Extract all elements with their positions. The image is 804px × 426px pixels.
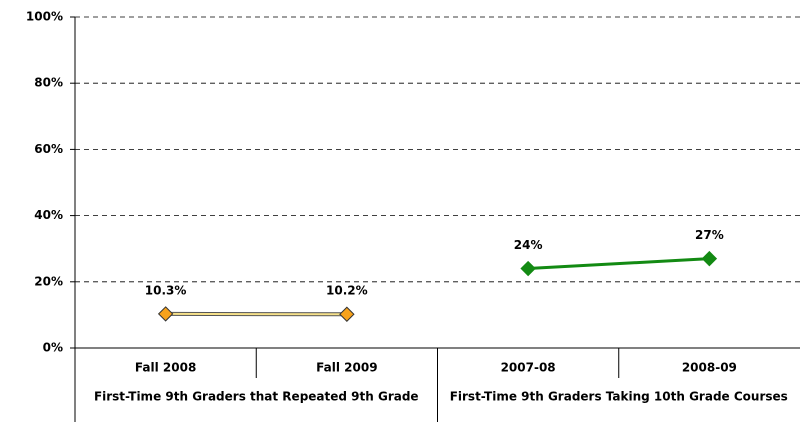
y-tick-label: 60% xyxy=(34,142,63,156)
x-tick-label: 2008-09 xyxy=(682,361,737,375)
marker xyxy=(521,262,535,276)
y-tick-label: 40% xyxy=(34,208,63,222)
line xyxy=(528,259,709,269)
y-tick-label: 80% xyxy=(34,76,63,90)
y-tick-label: 0% xyxy=(43,341,63,355)
y-tick-label: 100% xyxy=(26,10,63,24)
marker xyxy=(159,307,173,321)
marker xyxy=(340,307,354,321)
data-label: 10.2% xyxy=(326,284,368,298)
x-tick-label: Fall 2008 xyxy=(135,361,196,375)
group-label: First-Time 9th Graders that Repeated 9th… xyxy=(94,390,419,404)
data-label: 27% xyxy=(695,228,724,242)
marker xyxy=(702,252,716,266)
x-tick-label: Fall 2009 xyxy=(316,361,377,375)
group-label: First-Time 9th Graders Taking 10th Grade… xyxy=(450,390,788,404)
x-tick-label: 2007-08 xyxy=(501,361,556,375)
y-tick-label: 20% xyxy=(34,274,63,288)
data-label: 24% xyxy=(514,238,543,252)
data-label: 10.3% xyxy=(145,283,187,297)
